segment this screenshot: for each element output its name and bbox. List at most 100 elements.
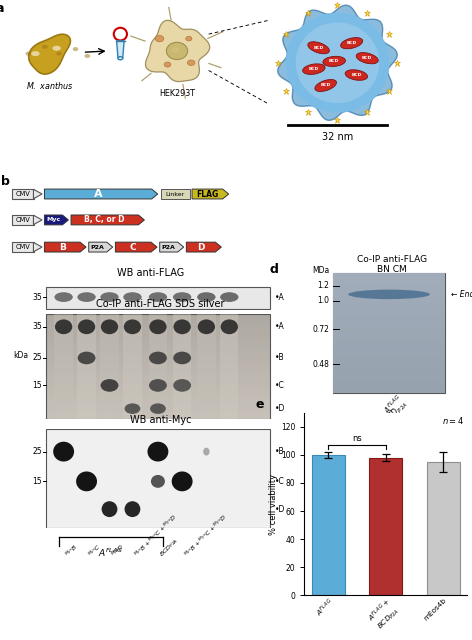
- Ellipse shape: [308, 42, 329, 54]
- Polygon shape: [160, 242, 184, 252]
- Text: kDa: kDa: [13, 351, 28, 360]
- Text: $n = 4$: $n = 4$: [442, 415, 464, 426]
- Bar: [46, 342, 270, 346]
- Text: 0.72: 0.72: [312, 325, 329, 334]
- Bar: [333, 273, 445, 279]
- Ellipse shape: [42, 45, 48, 49]
- Ellipse shape: [174, 319, 191, 334]
- Text: •D: •D: [275, 505, 286, 514]
- FancyBboxPatch shape: [12, 189, 34, 199]
- Bar: [46, 370, 270, 373]
- Ellipse shape: [151, 475, 165, 488]
- Text: BCD: BCD: [362, 56, 372, 60]
- Bar: [46, 287, 270, 309]
- Bar: [46, 321, 270, 324]
- Bar: [333, 285, 445, 291]
- Text: 25: 25: [33, 447, 42, 456]
- Ellipse shape: [117, 31, 124, 38]
- Bar: [333, 351, 445, 357]
- Text: d: d: [270, 263, 278, 276]
- Polygon shape: [71, 215, 144, 225]
- Text: $A^{FLAG}$: $A^{FLAG}$: [98, 547, 124, 559]
- Text: e: e: [256, 398, 264, 412]
- Text: HEK293T: HEK293T: [159, 89, 195, 98]
- Polygon shape: [296, 22, 379, 103]
- Ellipse shape: [52, 45, 61, 51]
- Ellipse shape: [150, 403, 166, 414]
- Polygon shape: [278, 5, 397, 120]
- Text: $BCD_{P2A}$: $BCD_{P2A}$: [158, 536, 181, 559]
- Ellipse shape: [173, 292, 191, 302]
- Text: $^{Myc}B + ^{Myc}C + ^{Myc}D$: $^{Myc}B + ^{Myc}C + ^{Myc}D$: [133, 512, 180, 559]
- Polygon shape: [44, 189, 158, 199]
- Bar: [333, 291, 445, 297]
- Text: FLAG: FLAG: [196, 189, 219, 198]
- Bar: [333, 321, 445, 327]
- Bar: [333, 345, 445, 351]
- Bar: [333, 279, 445, 285]
- Bar: [46, 366, 270, 370]
- Text: 1.2: 1.2: [318, 281, 329, 290]
- Text: •B: •B: [275, 353, 285, 362]
- Polygon shape: [89, 242, 113, 252]
- Text: 32 nm: 32 nm: [322, 132, 353, 142]
- Text: •A: •A: [275, 323, 285, 332]
- Bar: [46, 335, 270, 338]
- Text: $^{Myc}B + ^{Myc}C + ^{Myc}D$: $^{Myc}B + ^{Myc}C + ^{Myc}D$: [182, 512, 229, 559]
- FancyBboxPatch shape: [12, 215, 34, 225]
- Ellipse shape: [341, 38, 362, 49]
- Text: Linker: Linker: [166, 191, 185, 196]
- Text: B: B: [59, 243, 66, 252]
- Y-axis label: % cell viability: % cell viability: [269, 474, 278, 534]
- Ellipse shape: [101, 501, 118, 517]
- Text: BCD: BCD: [309, 67, 319, 71]
- Bar: [46, 328, 270, 332]
- Polygon shape: [44, 242, 86, 252]
- Ellipse shape: [149, 319, 167, 334]
- Ellipse shape: [78, 319, 95, 334]
- Bar: [312, 455, 345, 595]
- Bar: [46, 416, 270, 419]
- Bar: [46, 384, 270, 387]
- FancyBboxPatch shape: [160, 189, 190, 199]
- Bar: [333, 375, 445, 381]
- Text: 35: 35: [32, 292, 42, 301]
- Text: 25: 25: [33, 353, 42, 362]
- Bar: [333, 369, 445, 375]
- Bar: [333, 309, 445, 315]
- Ellipse shape: [114, 28, 127, 40]
- Polygon shape: [115, 242, 157, 252]
- Ellipse shape: [345, 70, 368, 80]
- Ellipse shape: [124, 319, 141, 334]
- Text: WB anti-Myc: WB anti-Myc: [130, 415, 191, 425]
- Polygon shape: [34, 189, 42, 198]
- Bar: [46, 346, 270, 349]
- Text: $\times BCD_{P2A}$: $\times BCD_{P2A}$: [377, 397, 410, 431]
- Ellipse shape: [76, 472, 97, 492]
- Bar: [369, 458, 403, 595]
- Bar: [54, 314, 73, 419]
- Ellipse shape: [303, 64, 325, 74]
- Text: •C: •C: [275, 381, 285, 390]
- Text: 1.0: 1.0: [318, 296, 329, 305]
- Bar: [77, 314, 96, 419]
- Text: C: C: [130, 243, 136, 252]
- Polygon shape: [44, 215, 68, 225]
- Bar: [333, 339, 445, 345]
- Text: $A^{FLAG}$: $A^{FLAG}$: [381, 393, 405, 417]
- Ellipse shape: [55, 319, 72, 334]
- Ellipse shape: [25, 52, 31, 56]
- Ellipse shape: [31, 51, 40, 56]
- Bar: [333, 273, 445, 393]
- Ellipse shape: [74, 51, 82, 56]
- Ellipse shape: [198, 319, 215, 334]
- Text: 0.48: 0.48: [312, 360, 329, 369]
- Text: BCD: BCD: [329, 60, 339, 63]
- Text: 15: 15: [33, 477, 42, 486]
- Ellipse shape: [53, 442, 74, 461]
- Bar: [46, 314, 270, 419]
- Ellipse shape: [101, 379, 118, 392]
- Text: $^{Myc}C$: $^{Myc}C$: [86, 542, 104, 559]
- Bar: [333, 303, 445, 309]
- Text: •B: •B: [275, 447, 285, 456]
